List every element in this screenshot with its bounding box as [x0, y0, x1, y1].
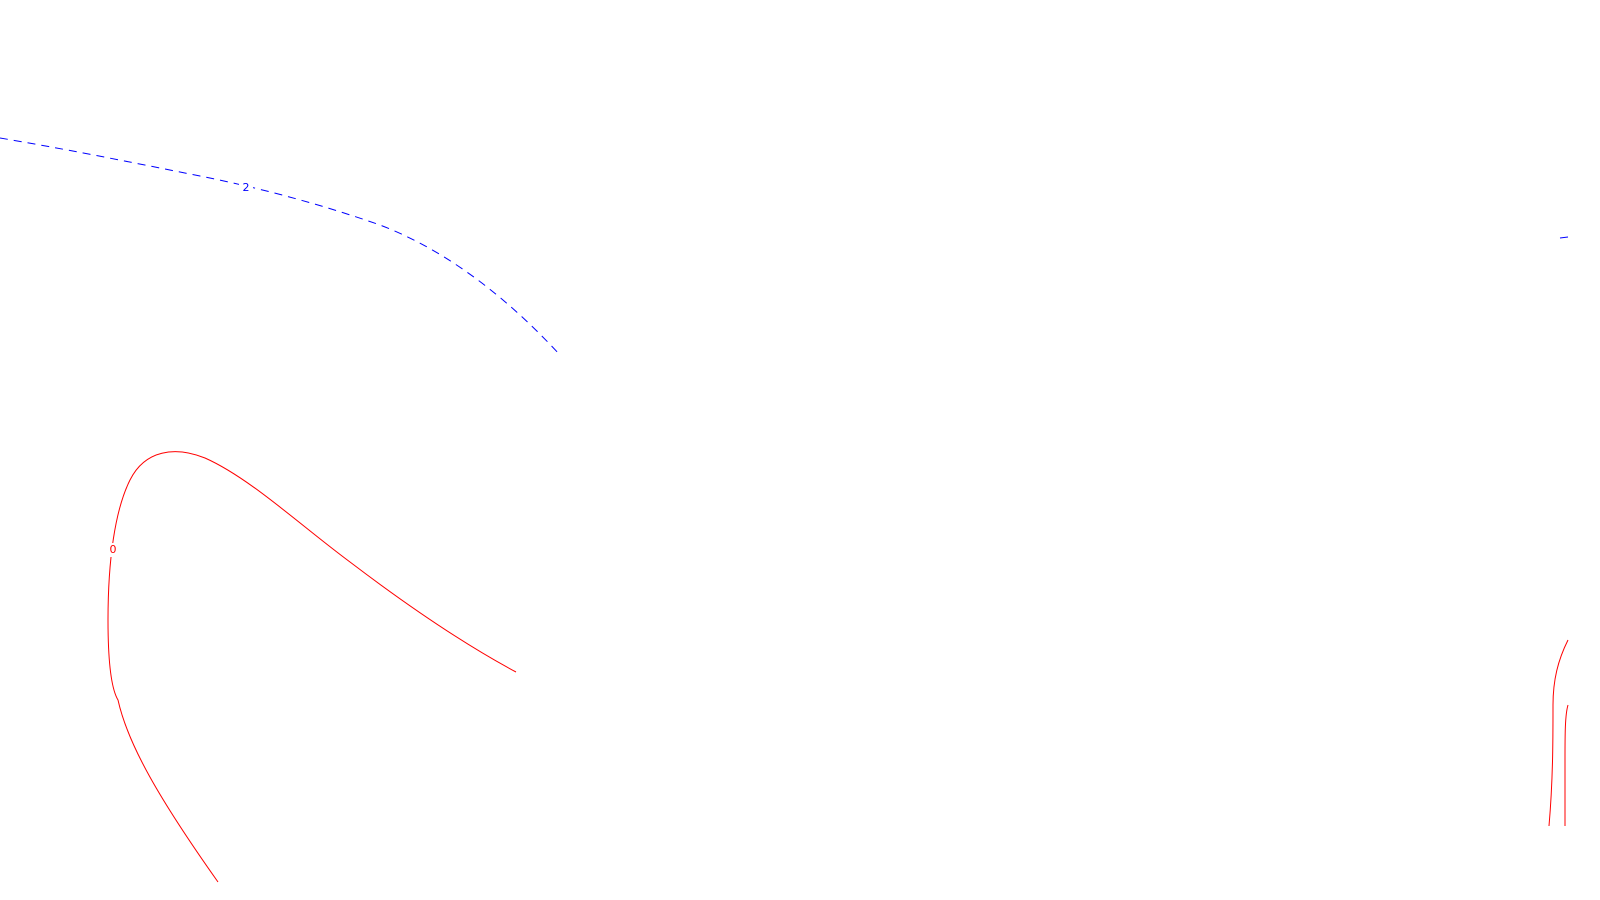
contour-line-0-right-inner [1564, 704, 1569, 826]
contour-label-0: 0 [110, 543, 117, 556]
contour-line-2-right [1559, 236, 1569, 239]
contour-line-0-left [107, 451, 517, 883]
contour-label-2: 2 [243, 181, 250, 194]
contour-label-0-left-gap [106, 543, 118, 557]
contour-line-0-right-outer [1548, 639, 1569, 827]
contour-label-2-left-gap [239, 180, 253, 194]
